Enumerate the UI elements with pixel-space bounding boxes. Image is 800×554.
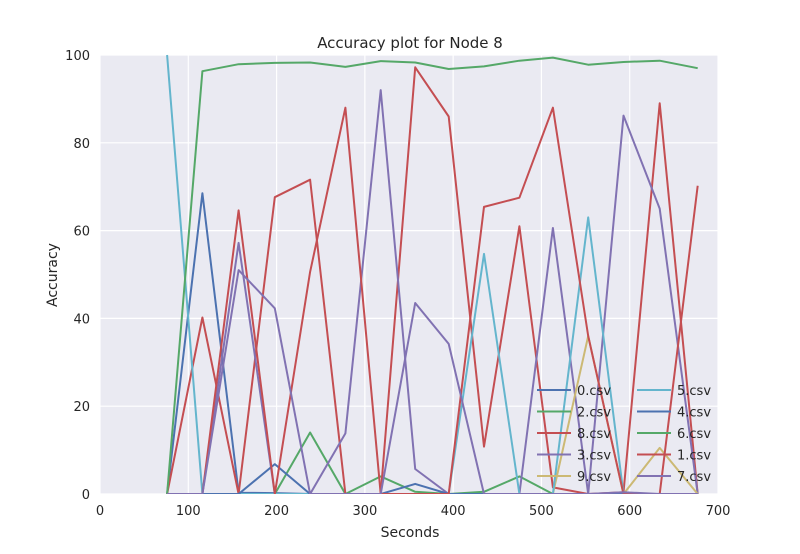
chart-title: Accuracy plot for Node 8 <box>317 34 503 52</box>
y-tick-label: 40 <box>73 312 90 327</box>
y-tick-label: 20 <box>73 400 90 415</box>
legend-label: 5.csv <box>677 384 711 399</box>
series-lines <box>166 54 699 494</box>
legend-label: 2.csv <box>577 406 611 421</box>
x-tick-label: 700 <box>706 504 731 519</box>
y-tick-label: 60 <box>73 225 90 240</box>
legend-label: 1.csv <box>677 449 711 464</box>
legend-label: 8.csv <box>577 427 611 442</box>
y-tick-label: 100 <box>65 49 90 64</box>
legend-label: 7.csv <box>677 470 711 485</box>
y-tick-label: 80 <box>73 137 90 152</box>
x-tick-label: 0 <box>96 504 104 519</box>
legend-label: 3.csv <box>577 449 611 464</box>
x-axis-label: Seconds <box>381 525 440 541</box>
legend-label: 0.csv <box>577 384 611 399</box>
series-line-0-csv <box>166 192 698 494</box>
legend-label: 4.csv <box>677 406 711 421</box>
series-line-3-csv <box>167 89 699 494</box>
legend-label: 6.csv <box>677 427 711 442</box>
y-tick-label: 0 <box>82 488 90 503</box>
x-tick-label: 500 <box>529 504 554 519</box>
legend-label: 9.csv <box>577 470 611 485</box>
y-axis-label: Accuracy <box>45 243 61 307</box>
x-tick-label: 200 <box>264 504 289 519</box>
x-tick-label: 100 <box>176 504 201 519</box>
series-line-2-csv <box>167 431 698 494</box>
x-tick-label: 300 <box>352 504 377 519</box>
series-line-6-csv <box>166 56 698 494</box>
series-line-7-csv <box>167 269 698 494</box>
series-line-5-csv <box>166 54 698 494</box>
x-axis-ticks: 0 100 200 300 400 500 600 700 <box>96 504 731 519</box>
series-line-4-csv <box>167 463 698 494</box>
legend: 0.csv 2.csv 8.csv 3.csv 9.csv 5.csv 4.csv 6.csv… <box>537 384 711 485</box>
x-tick-label: 400 <box>441 504 466 519</box>
y-axis-ticks: 0 20 40 60 80 100 <box>65 49 90 503</box>
series-line-1-csv <box>167 106 699 494</box>
x-tick-label: 600 <box>617 504 642 519</box>
